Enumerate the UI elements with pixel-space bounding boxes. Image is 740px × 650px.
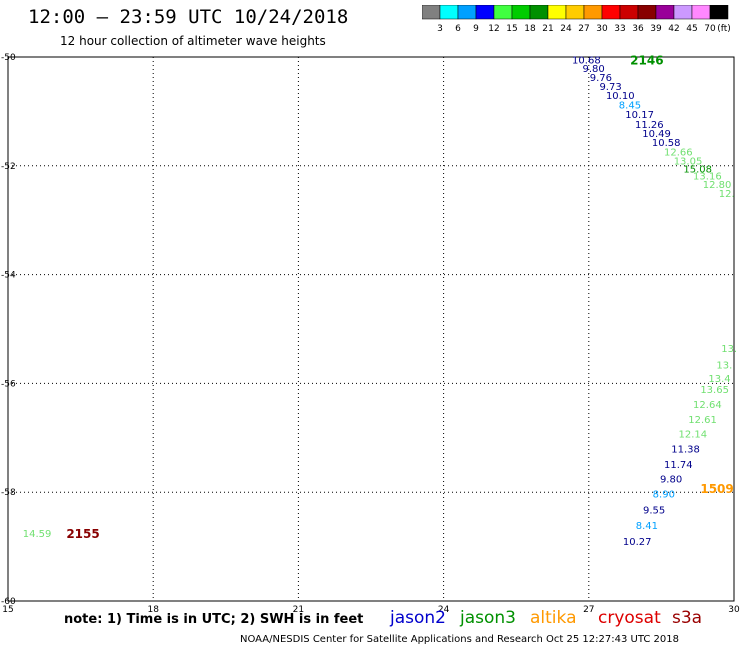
color-scale-tick-label: 39: [650, 24, 662, 34]
color-scale-tick-label: 30: [596, 24, 608, 34]
wave-height-value: 15.08: [683, 165, 712, 176]
wave-height-value: 9.80: [660, 475, 682, 486]
color-scale-unit-label: (ft): [717, 24, 731, 34]
color-swatch: [709, 5, 729, 20]
wave-height-value: 13.: [721, 344, 737, 355]
wave-height-value: 10.27: [623, 537, 652, 548]
pass-time-label: 2146: [630, 54, 663, 68]
y-tick-label: -52: [1, 162, 16, 172]
legend-cryosat: cryosat: [598, 608, 661, 628]
wave-height-value: 13.: [716, 360, 732, 371]
wave-height-value: 11.26: [635, 120, 664, 131]
color-scale-tick-label: 36: [632, 24, 644, 34]
y-tick-label: -54: [1, 271, 16, 281]
color-scale-tick-label: 27: [578, 24, 589, 34]
chart-title: 12:00 – 23:59 UTC 10/24/2018: [28, 6, 349, 28]
color-scale-tick-label: 21: [542, 24, 553, 34]
chart-subtitle: 12 hour collection of altimeter wave hei…: [60, 34, 326, 48]
wave-height-value: 12.61: [688, 415, 717, 426]
wave-height-value: 9.76: [590, 73, 612, 84]
wave-height-value: 13.05: [674, 156, 703, 167]
wave-height-value: 9.73: [599, 82, 621, 93]
wave-height-value: 9.80: [583, 64, 605, 75]
wave-height-value: 8.45: [619, 100, 641, 111]
data-layer: 10.689.809.769.7310.108.4510.1711.2610.4…: [23, 54, 737, 548]
wave-height-value: 8.90: [653, 489, 675, 500]
color-scale-tick-label: 42: [668, 24, 679, 34]
wave-height-value: 12.80: [703, 180, 732, 191]
color-scale-tick-label: 15: [506, 24, 517, 34]
legend-s3a: s3a: [672, 608, 703, 628]
wave-height-value: 12.64: [693, 400, 722, 411]
wave-height-value: 13.4: [708, 374, 730, 385]
wave-height-value: 14.59: [23, 529, 52, 540]
wave-height-value: 12.14: [679, 429, 708, 440]
wave-height-value: 13.65: [700, 385, 729, 396]
wave-height-value: 9.55: [643, 506, 665, 517]
color-scale-tick-label: 9: [473, 24, 479, 34]
wave-height-value: 10.68: [572, 56, 601, 67]
legend-jason3: jason3: [460, 608, 516, 628]
x-tick-label: 18: [147, 605, 159, 615]
x-tick-label: 21: [293, 605, 304, 615]
color-scale-tick-label: 18: [524, 24, 536, 34]
legend-altika: altika: [530, 608, 577, 628]
x-tick-label: 24: [438, 605, 450, 615]
color-scale-tick-label: 24: [560, 24, 572, 34]
pass-time-label: 1509: [700, 482, 733, 496]
y-tick-label: -56: [1, 379, 16, 389]
color-scale-legend: 3 6 9 12 15 18 21 24 27 30 33 36 39 42 45 70 (ft): [422, 5, 731, 34]
color-scale-tick-label: 45: [686, 24, 697, 34]
x-tick-label: 15: [2, 605, 13, 615]
color-scale-tick-label: 6: [455, 24, 461, 34]
wave-height-value: 10.17: [625, 110, 654, 121]
wave-height-value: 10.10: [606, 91, 635, 102]
x-tick-label: 30: [728, 605, 740, 615]
wave-height-value: 11.38: [671, 445, 700, 456]
color-scale-tick-label: 33: [614, 24, 625, 34]
color-scale-tick-label: 12: [488, 24, 499, 34]
y-tick-label: -58: [1, 488, 16, 498]
wave-height-value: 12.: [719, 189, 735, 200]
color-scale-tick-label: 3: [437, 24, 443, 34]
units-note: note: 1) Time is in UTC; 2) SWH is in fe…: [64, 612, 364, 627]
wave-height-value: 12.66: [664, 148, 693, 159]
wave-height-value: 11.74: [664, 460, 693, 471]
wave-height-value: 8.41: [636, 521, 658, 532]
y-tick-label: -60: [1, 597, 16, 607]
pass-time-label: 2155: [66, 527, 99, 541]
legend-jason2: jason2: [390, 608, 446, 628]
color-scale-tick-label: 70: [704, 24, 716, 34]
x-tick-label: 27: [583, 605, 594, 615]
wave-height-value: 13.16: [693, 172, 722, 183]
plot-frame: [7, 56, 735, 602]
wave-height-value: 10.58: [652, 138, 681, 149]
y-tick-label: -50: [1, 53, 16, 63]
credit-footer: NOAA/NESDIS Center for Satellite Applica…: [240, 634, 679, 645]
wave-height-value: 10.49: [642, 129, 671, 140]
